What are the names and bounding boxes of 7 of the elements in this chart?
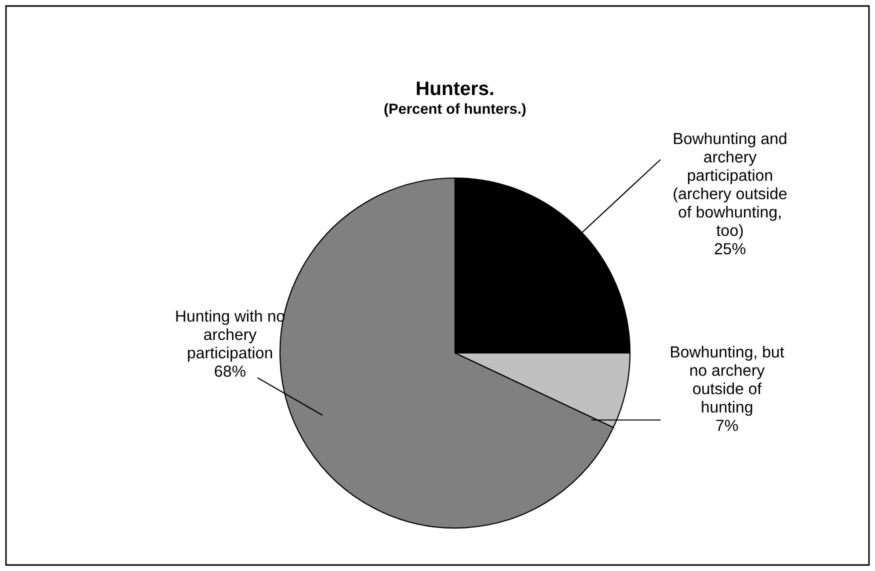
slice-label: Bowhunting, but no archery outside of hunting	[671, 346, 784, 416]
data-label: 68%	[214, 366, 246, 377]
data-label: 25%	[714, 243, 746, 254]
data-label: 7%	[716, 420, 738, 431]
slice-label: Bowhunting and archery participation (archery outside of bowhunting, too)	[674, 132, 787, 240]
chart-subtitle: (Percent of hunters.)	[384, 103, 526, 117]
chart-title: Hunters.	[416, 82, 494, 96]
